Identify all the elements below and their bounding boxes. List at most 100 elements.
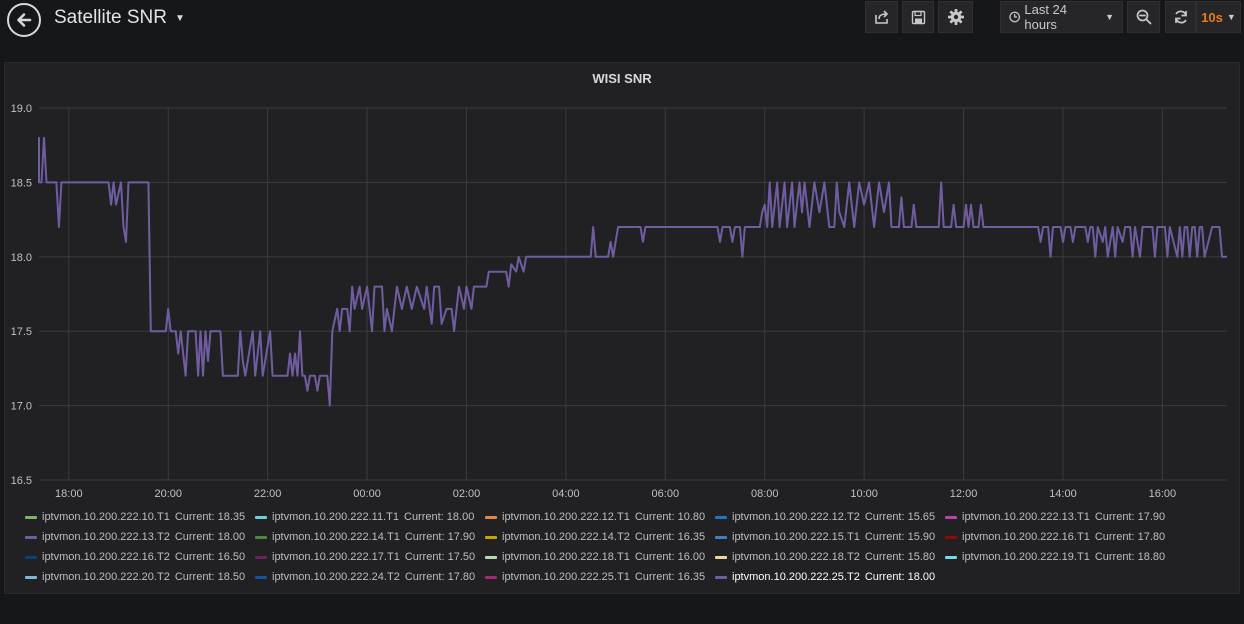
arrow-left-icon: [17, 13, 32, 27]
legend-swatch[interactable]: [255, 555, 267, 559]
legend-current-value: Current: 17.90: [1094, 511, 1166, 523]
share-button[interactable]: [865, 1, 898, 33]
legend-swatch[interactable]: [945, 555, 957, 559]
graph-legend: iptvmon.10.200.222.10.T1 Current: 18.35 ip…: [25, 511, 1235, 591]
legend-swatch[interactable]: [715, 555, 727, 559]
dashboard-title-dropdown[interactable]: Satellite SNR ▼: [54, 7, 185, 29]
refresh-interval-label: 10s: [1201, 9, 1223, 25]
legend-swatch[interactable]: [485, 535, 497, 539]
legend-item[interactable]: iptvmon.10.200.222.12.T2 Current: 15.65: [715, 511, 935, 523]
legend-item[interactable]: iptvmon.10.200.222.19.T1 Current: 18.80: [945, 551, 1165, 563]
x-tick-label: 08:00: [751, 488, 779, 500]
settings-button[interactable]: [938, 1, 973, 33]
legend-row: iptvmon.10.200.222.13.T2 Current: 18.00 ip…: [25, 531, 1235, 551]
snr-line-chart[interactable]: 16.5 17.0 17.5 18.0 18.5 19.0 18:00 20:00 22:00 0…: [5, 63, 1239, 503]
legend-item[interactable]: iptvmon.10.200.222.16.T1 Current: 17.80: [945, 531, 1165, 543]
legend-series-name: iptvmon.10.200.222.24.T2: [272, 571, 400, 583]
legend-item[interactable]: iptvmon.10.200.222.18.T2 Current: 15.80: [715, 551, 935, 563]
legend-swatch[interactable]: [25, 515, 37, 519]
caret-down-icon: ▼: [1105, 12, 1114, 22]
legend-current-value: Current: 17.90: [404, 531, 476, 543]
legend-swatch[interactable]: [715, 575, 727, 579]
legend-current-value: Current: 17.50: [404, 551, 476, 563]
panel-title[interactable]: WISI SNR: [592, 71, 652, 86]
legend-swatch[interactable]: [485, 555, 497, 559]
x-tick-label: 06:00: [652, 488, 680, 500]
legend-current-value: Current: 15.90: [864, 531, 936, 543]
legend-current-value: Current: 17.80: [404, 571, 476, 583]
legend-item[interactable]: iptvmon.10.200.222.16.T2 Current: 16.50: [25, 551, 245, 563]
y-tick-label: 17.0: [11, 401, 32, 413]
refresh-icon: [1174, 10, 1187, 24]
x-tick-label: 18:00: [55, 488, 83, 500]
legend-row: iptvmon.10.200.222.10.T1 Current: 18.35 ip…: [25, 511, 1235, 531]
legend-swatch[interactable]: [25, 555, 37, 559]
caret-down-icon: ▼: [175, 12, 185, 24]
legend-current-value: Current: 15.65: [864, 511, 936, 523]
legend-series-name: iptvmon.10.200.222.14.T1: [272, 531, 400, 543]
dashboard-title: Satellite SNR: [54, 7, 167, 28]
legend-current-value: Current: 18.00: [174, 531, 246, 543]
legend-swatch[interactable]: [255, 575, 267, 579]
legend-series-name: iptvmon.10.200.222.25.T2: [732, 571, 860, 583]
y-tick-label: 19.0: [11, 103, 32, 115]
legend-current-value: Current: 18.00: [404, 511, 475, 523]
legend-item[interactable]: iptvmon.10.200.222.13.T1 Current: 17.90: [945, 511, 1165, 523]
legend-item[interactable]: iptvmon.10.200.222.14.T2 Current: 16.35: [485, 531, 705, 543]
x-tick-label: 10:00: [850, 488, 878, 500]
legend-item[interactable]: iptvmon.10.200.222.25.T1 Current: 16.35: [485, 571, 705, 583]
save-dashboard-button[interactable]: [902, 1, 934, 33]
save-icon: [911, 10, 925, 24]
legend-swatch[interactable]: [485, 515, 497, 519]
legend-series-name: iptvmon.10.200.222.11.T1: [272, 511, 399, 523]
x-tick-label: 16:00: [1149, 488, 1177, 500]
legend-current-value: Current: 16.35: [634, 531, 706, 543]
caret-down-icon: ▼: [1226, 12, 1236, 22]
legend-current-value: Current: 16.35: [634, 571, 706, 583]
legend-swatch[interactable]: [945, 515, 957, 519]
back-button[interactable]: [7, 3, 41, 37]
legend-swatch[interactable]: [715, 535, 727, 539]
legend-item[interactable]: iptvmon.10.200.222.15.T1 Current: 15.90: [715, 531, 935, 543]
legend-series-name: iptvmon.10.200.222.10.T1: [42, 511, 170, 523]
legend-item[interactable]: iptvmon.10.200.222.11.T1 Current: 18.00: [255, 511, 474, 523]
legend-item[interactable]: iptvmon.10.200.222.24.T2 Current: 17.80: [255, 571, 475, 583]
legend-swatch[interactable]: [945, 535, 957, 539]
legend-item[interactable]: iptvmon.10.200.222.17.T1 Current: 17.50: [255, 551, 475, 563]
x-tick-label: 22:00: [254, 488, 282, 500]
time-range-label: Last 24 hours: [1024, 2, 1068, 32]
legend-series-name: iptvmon.10.200.222.12.T2: [732, 511, 860, 523]
legend-swatch[interactable]: [255, 535, 267, 539]
legend-item[interactable]: iptvmon.10.200.222.18.T1 Current: 16.00: [485, 551, 705, 563]
zoom-out-icon: [1136, 9, 1151, 25]
legend-swatch[interactable]: [255, 515, 267, 519]
legend-item[interactable]: iptvmon.10.200.222.25.T2 Current: 18.00: [715, 571, 935, 583]
series-line: [38, 136, 1227, 407]
legend-item[interactable]: iptvmon.10.200.222.20.T2 Current: 18.50: [25, 571, 245, 583]
y-tick-label: 18.5: [11, 177, 32, 189]
legend-swatch[interactable]: [485, 575, 497, 579]
x-tick-label: 02:00: [453, 488, 481, 500]
legend-current-value: Current: 16.00: [634, 551, 706, 563]
legend-current-value: Current: 18.80: [1094, 551, 1166, 563]
refresh-button[interactable]: [1165, 1, 1196, 33]
share-icon: [874, 10, 888, 24]
legend-current-value: Current: 18.50: [174, 571, 246, 583]
x-tick-label: 14:00: [1049, 488, 1077, 500]
legend-item[interactable]: iptvmon.10.200.222.10.T1 Current: 18.35: [25, 511, 245, 523]
legend-item[interactable]: iptvmon.10.200.222.14.T1 Current: 17.90: [255, 531, 475, 543]
y-tick-label: 16.5: [11, 475, 32, 487]
legend-item[interactable]: iptvmon.10.200.222.12.T1 Current: 10.80: [485, 511, 705, 523]
legend-current-value: Current: 10.80: [634, 511, 706, 523]
legend-series-name: iptvmon.10.200.222.18.T1: [502, 551, 630, 563]
legend-swatch[interactable]: [25, 575, 37, 579]
zoom-out-button[interactable]: [1127, 1, 1160, 33]
legend-item[interactable]: iptvmon.10.200.222.13.T2 Current: 18.00: [25, 531, 245, 543]
x-tick-label: 00:00: [353, 488, 381, 500]
x-tick-label: 20:00: [154, 488, 182, 500]
refresh-interval-picker[interactable]: 10s ▼: [1196, 1, 1241, 33]
time-range-picker[interactable]: Last 24 hours ▼: [1000, 1, 1123, 33]
dashboard-navbar: Satellite SNR ▼: [0, 0, 1244, 40]
legend-swatch[interactable]: [25, 535, 37, 539]
legend-swatch[interactable]: [715, 515, 727, 519]
